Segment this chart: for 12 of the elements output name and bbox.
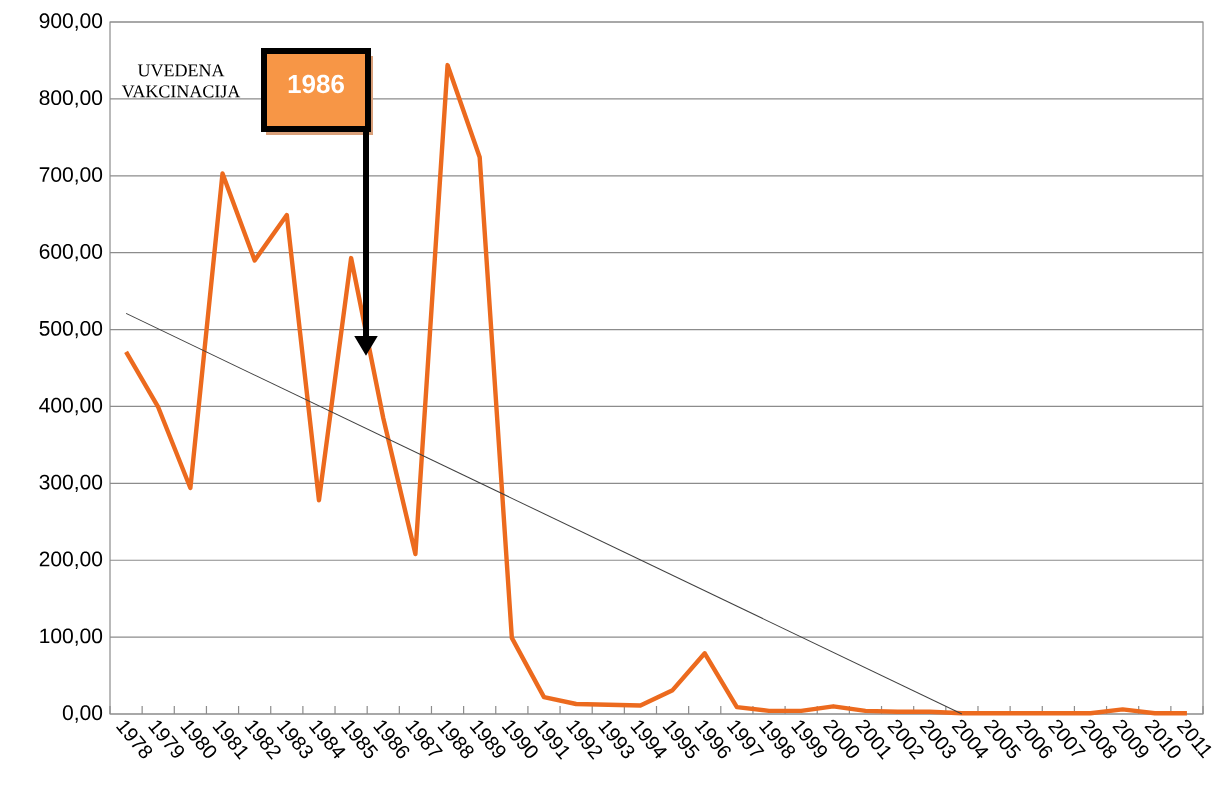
y-tick-label: 500,00 bbox=[39, 320, 103, 339]
y-tick-label: 900,00 bbox=[39, 13, 103, 31]
y-tick-label: 0,00 bbox=[62, 705, 103, 723]
y-tick-label: 800,00 bbox=[39, 90, 103, 108]
y-tick-label: 700,00 bbox=[39, 167, 103, 185]
y-tick-label: 100,00 bbox=[40, 628, 103, 646]
y-tick-label: 600,00 bbox=[39, 244, 103, 262]
annotation: 1986 bbox=[288, 74, 344, 94]
annotation: UVEDENA VAKCINACIJA bbox=[121, 64, 241, 98]
y-tick-label: 300,00 bbox=[39, 474, 103, 493]
y-tick-label: 200,00 bbox=[39, 551, 103, 569]
y-tick-label: 400,00 bbox=[39, 397, 103, 416]
